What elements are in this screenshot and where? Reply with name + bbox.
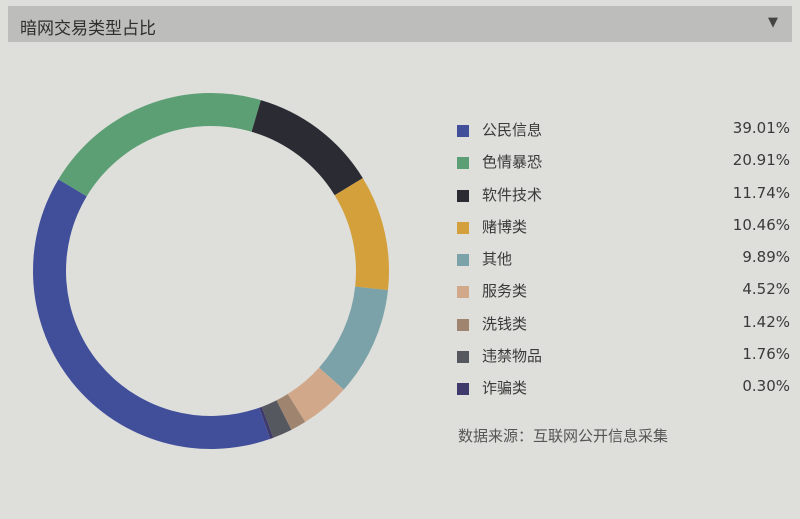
legend-label: 洗钱类 [482,314,528,333]
legend-label: 色情暴恐 [482,153,543,172]
donut-slice-5 [319,286,388,390]
triangle-down-icon[interactable]: ▼ [768,15,778,30]
legend-item: 软件技术 11.74% [455,183,790,215]
donut-slice-8 [261,400,292,438]
legend-item: 赌博类 10.46% [455,215,790,247]
legend-swatch [457,189,469,202]
legend-value: 9.89% [742,248,790,267]
legend-label: 其他 [482,250,513,269]
legend-label: 软件技术 [482,185,543,204]
legend: 公民信息 39.01% 色情暴恐 20.91% 软件技术 11.74% 赌博类 10.46% 其… [455,118,790,409]
legend-swatch [457,157,469,170]
legend-label: 诈骗类 [482,379,528,398]
legend-item: 色情暴恐 20.91% [455,150,790,182]
donut-slice-9 [259,406,274,439]
legend-item: 其他 9.89% [455,247,790,279]
donut-slice-2 [58,92,261,197]
data-source: 数据来源：互联网公开信息采集 [458,427,669,445]
donut-slice-1 [32,179,271,450]
legend-value: 1.42% [742,312,790,331]
donut-slice-6 [287,367,344,423]
legend-label: 服务类 [482,282,528,301]
legend-value: 11.74% [732,183,790,202]
chart-title: 暗网交易类型占比 [20,19,156,39]
legend-item: 公民信息 39.01% [455,118,790,150]
legend-swatch [457,125,469,137]
legend-item: 洗钱类 1.42% [455,312,790,344]
donut-slice-3 [251,100,363,196]
legend-value: 20.91% [732,151,790,170]
legend-value: 0.30% [742,377,790,396]
legend-label: 赌博类 [482,217,528,236]
legend-swatch [457,318,469,331]
legend-label: 违禁物品 [482,347,543,366]
legend-swatch [457,286,469,299]
chart-header: 暗网交易类型占比 ▼ [8,6,792,42]
legend-swatch [457,254,469,267]
donut-slice-4 [334,178,390,291]
legend-swatch [457,351,469,364]
legend-item: 违禁物品 1.76% [455,344,790,376]
legend-value: 10.46% [732,215,790,234]
legend-value: 1.76% [742,345,790,364]
legend-item: 服务类 4.52% [455,279,790,311]
legend-label: 公民信息 [482,121,543,139]
legend-value: 39.01% [732,119,790,137]
legend-value: 4.52% [742,280,790,299]
legend-swatch [457,221,469,234]
legend-swatch [457,383,469,396]
legend-item: 诈骗类 0.30% [455,376,790,408]
donut-slice-7 [276,394,306,430]
